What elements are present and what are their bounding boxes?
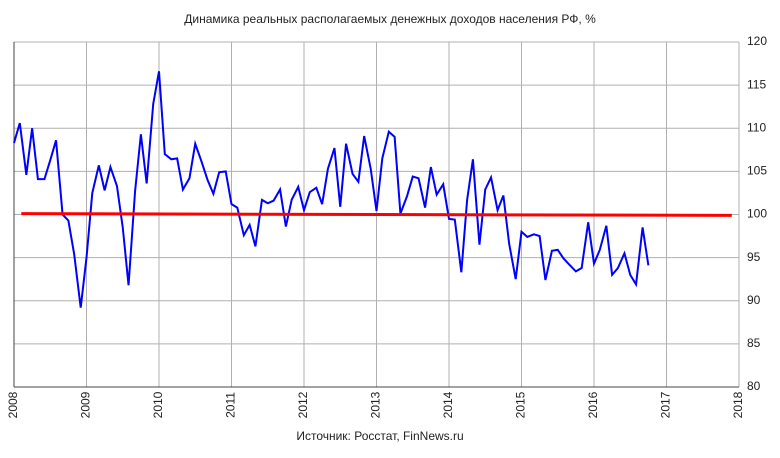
data-line	[13, 71, 650, 308]
y-tick-label: 85	[747, 336, 761, 350]
chart-title: Динамика реальных располагаемых денежных…	[184, 12, 596, 26]
x-tick-label: 2014	[441, 391, 455, 418]
x-tick-label: 2015	[514, 391, 528, 418]
y-tick-label: 90	[747, 293, 761, 307]
y-tick-label: 80	[747, 379, 761, 393]
x-tick-label: 2018	[731, 391, 745, 418]
y-tick-label: 105	[747, 164, 767, 178]
y-tick-label: 115	[747, 77, 766, 91]
x-tick-label: 2009	[79, 391, 93, 418]
x-tick-label: 2016	[586, 391, 600, 418]
x-tick-label: 2013	[369, 391, 383, 418]
source-note: Источник: Росстат, FinNews.ru	[296, 429, 463, 443]
x-tick-label: 2010	[151, 391, 165, 418]
x-tick-label: 2008	[6, 391, 20, 418]
data-line	[21, 212, 732, 217]
y-tick-label: 95	[747, 250, 761, 264]
x-tick-label: 2012	[296, 391, 310, 418]
y-tick-label: 110	[747, 120, 766, 134]
y-tick-label: 120	[747, 34, 767, 48]
x-tick-label: 2011	[224, 392, 238, 418]
x-tick-label: 2017	[659, 391, 673, 418]
y-tick-label: 100	[747, 207, 767, 221]
